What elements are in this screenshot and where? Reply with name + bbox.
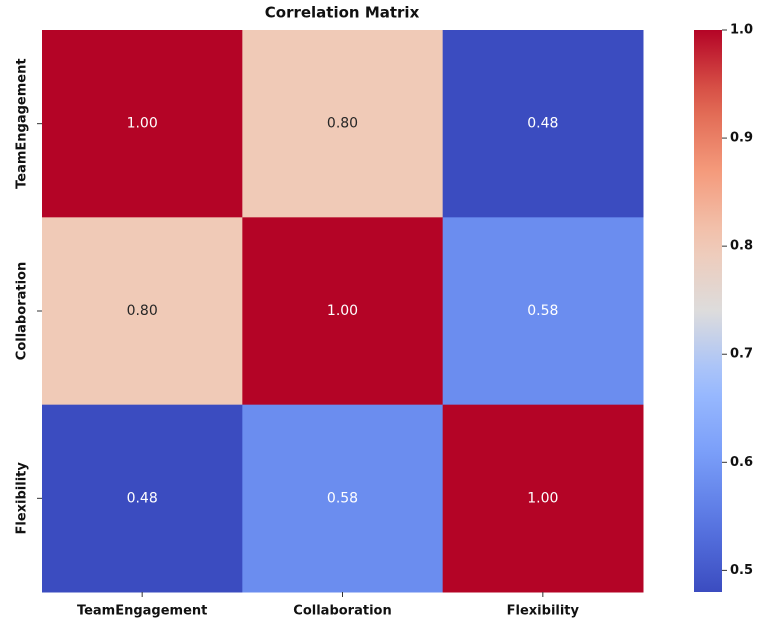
x-tick-label: Collaboration <box>293 604 391 619</box>
x-tick-label: TeamEngagement <box>77 604 207 619</box>
y-tick-label: TeamEngagement <box>15 58 30 188</box>
heatmap-cell <box>42 30 243 218</box>
chart-title: Correlation Matrix <box>265 4 420 22</box>
colorbar-tick-label: 0.9 <box>730 131 753 146</box>
colorbar-tick-label: 0.7 <box>730 347 753 362</box>
colorbar <box>694 30 722 592</box>
colorbar-tick-label: 0.8 <box>730 239 753 254</box>
heatmap-cell <box>442 217 644 406</box>
cell-label: 0.58 <box>327 490 358 506</box>
heatmap-cell <box>42 217 243 406</box>
cell-label: 1.00 <box>127 116 158 132</box>
colorbar-tick-label: 0.6 <box>730 455 753 470</box>
x-tick-label: Flexibility <box>507 604 580 619</box>
cell-label: 0.80 <box>327 116 358 132</box>
heatmap-cell <box>442 404 644 593</box>
cell-label: 1.00 <box>527 490 558 506</box>
cell-label: 1.00 <box>327 303 358 319</box>
y-tick-label: Flexibility <box>15 462 30 535</box>
heatmap-cell <box>242 404 444 593</box>
heatmap-cell <box>42 404 243 593</box>
heatmap-cell <box>242 217 444 406</box>
colorbar-tick-label: 0.5 <box>730 563 753 578</box>
cell-label: 0.58 <box>527 303 558 319</box>
y-tick-label: Collaboration <box>15 262 30 360</box>
colorbar-tick-label: 1.0 <box>730 23 753 38</box>
cell-label: 0.80 <box>127 303 158 319</box>
heatmap-cell <box>242 30 444 218</box>
heatmap-cell <box>442 30 644 218</box>
cell-label: 0.48 <box>127 490 158 506</box>
cell-label: 0.48 <box>527 116 558 132</box>
